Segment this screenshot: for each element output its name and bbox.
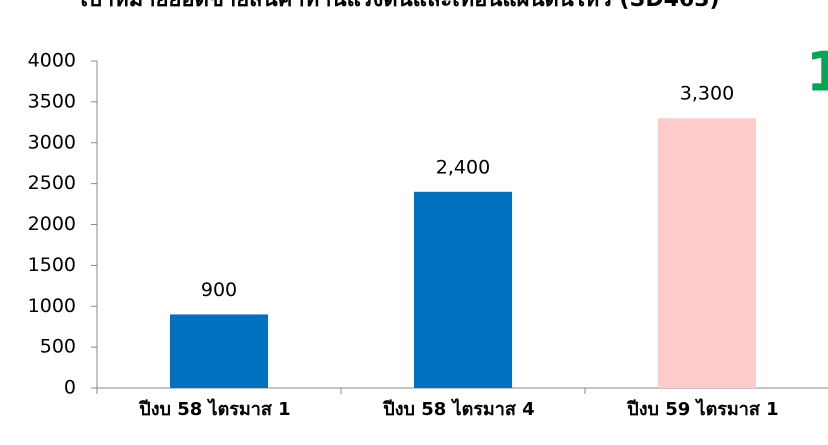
chart-title: เป้าหมายยอดขายสินค้าทานแรงดันและเทือนแผ่… xyxy=(80,0,719,12)
y-tick-label: 3000 xyxy=(28,131,76,153)
value-label: 2,400 xyxy=(436,156,490,178)
y-tick-label: 2000 xyxy=(28,213,76,235)
y-tick-label: 3500 xyxy=(28,90,76,112)
bar xyxy=(414,191,512,388)
annotation: 1 xyxy=(806,41,828,104)
value-label: 900 xyxy=(201,279,237,301)
y-tick-label: 500 xyxy=(40,336,76,358)
bar xyxy=(658,118,756,388)
x-tick-label: ปีงบ 58 ไตรมาส 4 xyxy=(382,398,535,420)
y-tick-label: 1000 xyxy=(28,295,76,317)
x-tick-label: ปีงบ 58 ไตรมาส 1 xyxy=(138,398,291,420)
y-tick-label: 2500 xyxy=(28,172,76,194)
x-tick-label: ปีงบ 59 ไตรมาส 1 xyxy=(626,398,779,420)
y-tick-label: 4000 xyxy=(28,50,76,72)
y-tick-label: 1500 xyxy=(28,254,76,276)
y-tick-label: 0 xyxy=(64,377,76,399)
value-label: 3,300 xyxy=(680,83,734,105)
bar xyxy=(170,314,268,388)
